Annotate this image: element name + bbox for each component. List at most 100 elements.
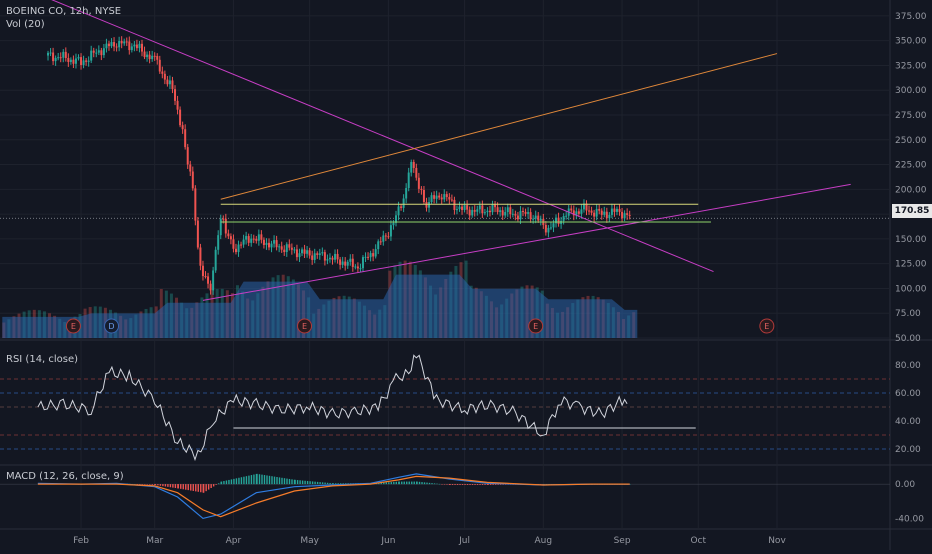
candle-body [82, 60, 85, 65]
candle-body [85, 60, 88, 62]
macd-histogram-bar [497, 484, 499, 485]
candle-body [516, 215, 519, 220]
candle-body [483, 212, 486, 214]
symbol-legend[interactable]: BOEING CO, 12h, NYSE [6, 6, 122, 17]
macd-histogram-bar [283, 478, 286, 485]
price-tick-label: 150.00 [895, 235, 927, 245]
candle-body [466, 205, 469, 210]
candle-body [461, 206, 464, 210]
macd-histogram-bar [481, 484, 484, 485]
price-tick-label: 375.00 [895, 12, 927, 22]
candle-body [174, 89, 177, 101]
candle-body [204, 276, 207, 278]
candle-body [290, 247, 293, 250]
candle-body [494, 204, 497, 208]
macd-histogram-bar [207, 484, 210, 490]
candle-body [80, 57, 83, 65]
macd-histogram-bar [288, 478, 291, 485]
macd-histogram-bar [223, 481, 225, 485]
candle-body [288, 244, 291, 248]
candle-body [577, 211, 580, 214]
candle-body [326, 259, 329, 261]
candle-body [214, 249, 217, 271]
candle-body [570, 208, 573, 211]
earnings-marker-glyph: E [302, 322, 307, 331]
candle-body [52, 52, 55, 62]
macd-histogram-bar [159, 484, 162, 486]
macd-histogram-bar [162, 484, 164, 487]
macd-histogram-bar [428, 482, 431, 485]
candle-body [306, 250, 309, 254]
candle-body [100, 50, 103, 56]
candle-body [486, 210, 489, 213]
candle-body [240, 244, 243, 246]
candle-body [318, 253, 321, 255]
candle-body [544, 224, 547, 233]
candle-body [311, 255, 314, 260]
candle-body [575, 211, 578, 216]
macd-histogram-bar [401, 481, 403, 485]
candle-body [590, 210, 593, 213]
candle-body [361, 257, 364, 269]
candle-body [628, 214, 631, 216]
macd-histogram-bar [164, 484, 167, 487]
candle-body [328, 257, 331, 260]
macd-histogram-bar [228, 479, 230, 485]
candle-body [308, 250, 311, 256]
candle-body [278, 246, 281, 248]
candle-body [488, 210, 491, 213]
candle-body [255, 238, 258, 241]
macd-histogram-bar [441, 484, 443, 485]
macd-legend[interactable]: MACD (12, 26, close, 9) [6, 471, 124, 482]
macd-histogram-bar [167, 484, 169, 487]
macd-histogram-bar [192, 484, 194, 491]
macd-histogram-bar [494, 484, 497, 485]
candle-body [539, 218, 542, 221]
rsi-legend[interactable]: RSI (14, close) [6, 354, 79, 365]
macd-histogram-bar [149, 484, 151, 485]
candle-body [481, 205, 484, 214]
candle-body [565, 215, 568, 217]
candle-body [237, 244, 240, 253]
candle-body [519, 211, 522, 220]
macd-histogram-bar [306, 480, 309, 485]
candle-body [242, 239, 245, 245]
volume-legend[interactable]: Vol (20) [6, 19, 45, 30]
candle-body [316, 253, 319, 255]
candle-body [128, 41, 131, 51]
macd-histogram-bar [294, 479, 296, 485]
candle-body [478, 205, 481, 210]
macd-histogram-bar [139, 484, 141, 485]
macd-histogram-bar [431, 483, 433, 485]
macd-histogram-bar [271, 476, 273, 485]
candle-body [229, 236, 232, 240]
candle-body [280, 246, 283, 250]
macd-histogram-bar [316, 481, 319, 485]
macd-histogram-bar [426, 482, 428, 485]
candle-body [389, 225, 392, 237]
macd-histogram-bar [154, 484, 157, 485]
macd-histogram-bar [200, 484, 202, 493]
candle-body [194, 188, 197, 221]
macd-histogram-bar [172, 484, 174, 488]
macd-histogram-bar [433, 483, 436, 485]
candle-body [222, 218, 225, 220]
candle-body [138, 43, 141, 49]
candle-body [298, 253, 301, 258]
macd-histogram-bar [174, 484, 177, 488]
earnings-marker-icon [65, 318, 81, 334]
candle-body [405, 188, 408, 199]
candle-body [143, 51, 146, 58]
candle-body [491, 204, 494, 213]
candle-body [582, 203, 585, 210]
candle-body [141, 43, 143, 52]
macd-histogram-bar [398, 481, 400, 485]
candle-body [90, 50, 93, 61]
time-tick-label: Jun [380, 536, 395, 546]
macd-histogram-bar [629, 484, 631, 485]
candle-body [179, 109, 182, 126]
macd-histogram-bar [335, 483, 337, 485]
signal-line [37, 475, 630, 518]
